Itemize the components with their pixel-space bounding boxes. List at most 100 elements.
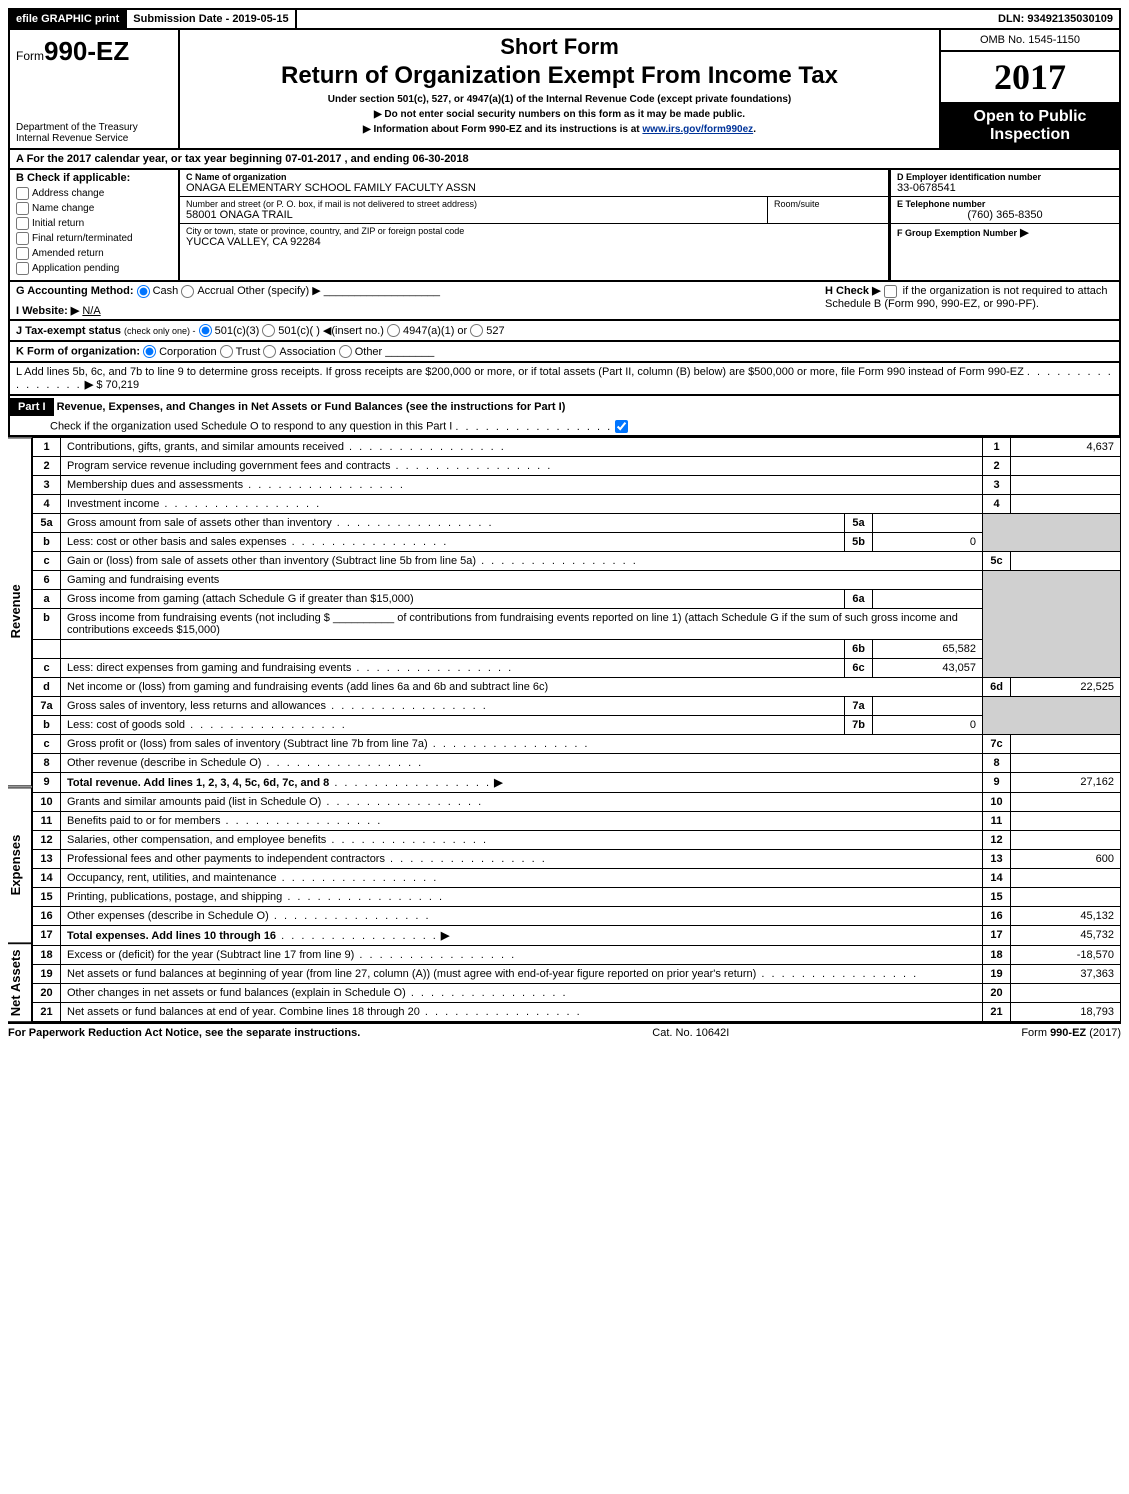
- radio-501c3[interactable]: 501(c)(3): [199, 325, 260, 337]
- radio-527[interactable]: 527: [470, 325, 504, 337]
- line-5b-bv: 0: [873, 533, 983, 552]
- chk-schedule-o[interactable]: [615, 420, 628, 433]
- submission-date-text: Submission Date - 2019-05-15: [133, 13, 288, 25]
- warn2-pre: ▶ Information about Form 990-EZ and its …: [363, 124, 642, 135]
- line-3-amt: [1011, 476, 1121, 495]
- line-6a-box: 6a: [845, 590, 873, 609]
- line-b-label: B Check if applicable:: [16, 172, 172, 184]
- footer-right-bold: 990-EZ: [1050, 1027, 1086, 1039]
- radio-cash[interactable]: Cash: [137, 285, 179, 297]
- omb-number: OMB No. 1545-1150: [941, 30, 1119, 52]
- radio-corporation[interactable]: Corporation: [143, 346, 216, 358]
- line-10-amt: [1011, 793, 1121, 812]
- chk-name-change[interactable]: Name change: [16, 201, 172, 216]
- part1-table: Revenue Expenses Net Assets 1Contributio…: [8, 437, 1121, 1022]
- line-6c-box: 6c: [845, 659, 873, 678]
- line-15-amt: [1011, 888, 1121, 907]
- line-5b-box: 5b: [845, 533, 873, 552]
- radio-accrual[interactable]: Accrual: [181, 285, 234, 297]
- radio-trust-label: Trust: [236, 346, 261, 358]
- dln: DLN: 93492135030109: [992, 10, 1119, 28]
- line-17-amt: 45,732: [1011, 926, 1121, 946]
- chk-schedule-b[interactable]: [884, 285, 897, 298]
- part1-check-line: Check if the organization used Schedule …: [50, 421, 452, 433]
- chk-application-pending[interactable]: Application pending: [16, 261, 172, 276]
- radio-cash-label: Cash: [153, 285, 179, 297]
- line-5b-text: Less: cost or other basis and sales expe…: [67, 536, 287, 548]
- line-7b-bv: 0: [873, 716, 983, 735]
- line-2-amt: [1011, 457, 1121, 476]
- accounting-other: Other (specify) ▶: [237, 285, 321, 297]
- line-a: A For the 2017 calendar year, or tax yea…: [8, 150, 1121, 170]
- line-6b-pre: Gross income from fundraising events (no…: [67, 612, 333, 624]
- chk-address-change[interactable]: Address change: [16, 186, 172, 201]
- line-17-text: Total expenses. Add lines 10 through 16: [67, 930, 276, 942]
- line-b-label-text: B Check if applicable:: [16, 172, 130, 184]
- line-f-label: F Group Exemption Number: [897, 228, 1017, 238]
- footer-left: For Paperwork Reduction Act Notice, see …: [8, 1027, 360, 1039]
- ein: 33-0678541: [897, 182, 1113, 194]
- footer-right-pre: Form: [1021, 1027, 1050, 1039]
- org-name: ONAGA ELEMENTARY SCHOOL FAMILY FACULTY A…: [186, 182, 882, 194]
- line-1-amt: 4,637: [1011, 438, 1121, 457]
- radio-4947[interactable]: 4947(a)(1) or: [387, 325, 467, 337]
- short-form-title: Short Form: [186, 34, 933, 60]
- line-7c-text: Gross profit or (loss) from sales of inv…: [67, 738, 428, 750]
- line-3-text: Membership dues and assessments: [67, 479, 243, 491]
- form-prefix: Form: [16, 49, 44, 63]
- chk-final-return[interactable]: Final return/terminated: [16, 231, 172, 246]
- radio-501c[interactable]: 501(c)( ) ◀(insert no.): [262, 325, 384, 337]
- chk-initial-return[interactable]: Initial return: [16, 216, 172, 231]
- line-h-label: H Check ▶: [825, 285, 881, 297]
- chk-amended-return-label: Amended return: [32, 248, 104, 259]
- tax-year: 2017: [941, 52, 1119, 104]
- line-b-options: Address change Name change Initial retur…: [16, 184, 172, 278]
- part1-label: Part I: [10, 398, 54, 416]
- footer-right: Form 990-EZ (2017): [1021, 1027, 1121, 1039]
- line-20-amt: [1011, 984, 1121, 1003]
- line-k: K Form of organization: Corporation Trus…: [8, 342, 1121, 363]
- radio-501c3-label: 501(c)(3): [215, 325, 260, 337]
- line-c-label: C Name of organization: [186, 172, 287, 182]
- line-f-arrow: ▶: [1020, 227, 1028, 239]
- line-1-text: Contributions, gifts, grants, and simila…: [67, 441, 344, 453]
- form990ez-link[interactable]: www.irs.gov/form990ez: [642, 124, 753, 135]
- line-7b-box: 7b: [845, 716, 873, 735]
- radio-4947-label: 4947(a)(1) or: [403, 325, 467, 337]
- line-i-label: I Website: ▶: [16, 305, 79, 317]
- line-20-text: Other changes in net assets or fund bala…: [67, 987, 406, 999]
- line-a-begin: 07-01-2017: [285, 153, 341, 165]
- street-address: 58001 ONAGA TRAIL: [186, 209, 761, 221]
- submission-date: Submission Date - 2019-05-15: [127, 10, 296, 28]
- line-a-end: 06-30-2018: [412, 153, 468, 165]
- line-12-amt: [1011, 831, 1121, 850]
- radio-association[interactable]: Association: [263, 346, 335, 358]
- line-j-label: J Tax-exempt status: [16, 325, 121, 337]
- dept-treasury: Department of the Treasury Internal Reve…: [16, 122, 172, 144]
- line-d-label: D Employer identification number: [897, 172, 1041, 182]
- line-l-text: L Add lines 5b, 6c, and 7b to line 9 to …: [16, 366, 1024, 378]
- line-g-label: G Accounting Method:: [16, 285, 134, 297]
- line-a-mid: , and ending: [345, 153, 413, 165]
- line-6b-bv: 65,582: [873, 640, 983, 659]
- line-16-amt: 45,132: [1011, 907, 1121, 926]
- line-6-text: Gaming and fundraising events: [61, 571, 983, 590]
- line-7a-text: Gross sales of inventory, less returns a…: [67, 700, 326, 712]
- line-8-text: Other revenue (describe in Schedule O): [67, 757, 261, 769]
- line-5c-amt: [1011, 552, 1121, 571]
- efile-print-button[interactable]: efile GRAPHIC print: [10, 10, 127, 28]
- radio-trust[interactable]: Trust: [220, 346, 261, 358]
- radio-527-label: 527: [486, 325, 504, 337]
- chk-amended-return[interactable]: Amended return: [16, 246, 172, 261]
- side-netassets: Net Assets: [8, 943, 32, 1022]
- line-5c-text: Gain or (loss) from sale of assets other…: [67, 555, 476, 567]
- form-no-text: 990-EZ: [44, 36, 129, 66]
- line-14-amt: [1011, 869, 1121, 888]
- footer-right-post: (2017): [1086, 1027, 1121, 1039]
- telephone: (760) 365-8350: [897, 209, 1113, 221]
- line-6d-amt: 22,525: [1011, 678, 1121, 697]
- entity-block: B Check if applicable: Address change Na…: [8, 170, 1121, 282]
- side-expenses: Expenses: [8, 787, 32, 943]
- line-j-sub: (check only one) -: [124, 326, 196, 336]
- radio-other-org[interactable]: Other: [339, 346, 383, 358]
